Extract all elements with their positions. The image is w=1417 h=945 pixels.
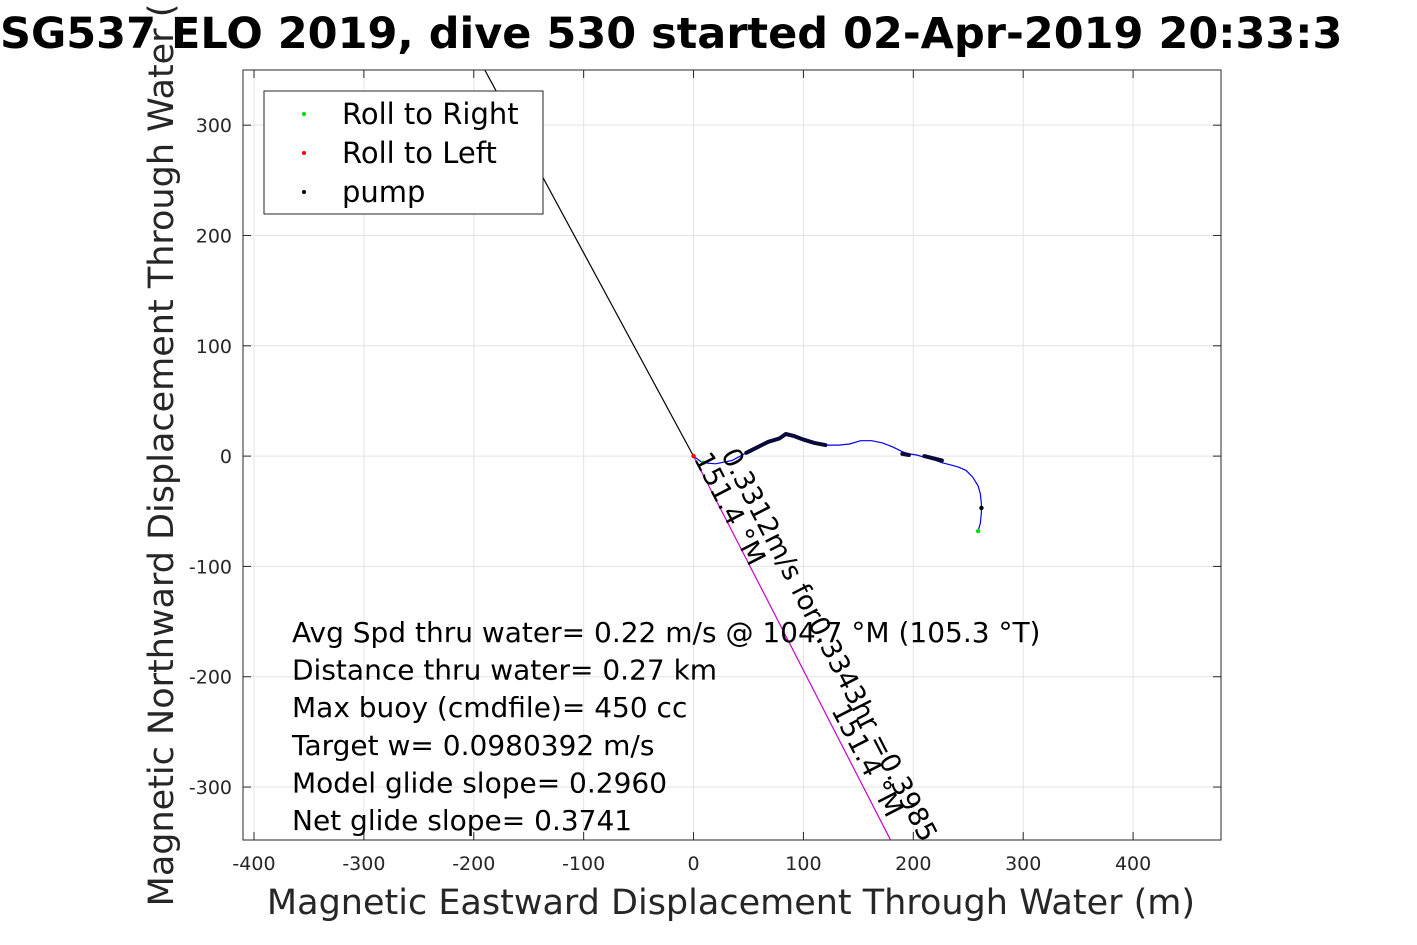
y-tick-label: 0 xyxy=(220,446,232,468)
y-tick-label: -300 xyxy=(189,777,232,799)
pump-segment xyxy=(900,451,911,457)
marker-point xyxy=(701,460,706,465)
x-axis-label: Magnetic Eastward Displacement Through W… xyxy=(267,883,1195,923)
pump-segment xyxy=(744,432,828,455)
stat-line: Distance thru water= 0.27 km xyxy=(292,654,717,687)
y-tick-label: 100 xyxy=(196,336,232,358)
x-tick-label: -200 xyxy=(452,853,495,875)
x-tick-label: 400 xyxy=(1115,853,1151,875)
pump-segment xyxy=(922,454,944,463)
stat-line: Target w= 0.0980392 m/s xyxy=(291,729,654,762)
x-tick-label: -100 xyxy=(562,853,605,875)
y-tick-label: -100 xyxy=(189,556,232,578)
legend-marker xyxy=(302,190,306,194)
stat-line: Avg Spd thru water= 0.22 m/s @ 104.7 °M … xyxy=(292,616,1040,649)
marker-point xyxy=(975,528,981,534)
legend-marker xyxy=(302,151,306,155)
ticks: -400 -300 -200 -100 0 100 200 300 400 -300 -200 -10… xyxy=(189,70,1221,875)
stat-line: Max buoy (cmdfile)= 450 cc xyxy=(292,691,687,724)
x-tick-label: -400 xyxy=(232,853,275,875)
x-tick-label: 300 xyxy=(1005,853,1041,875)
legend-label: pump xyxy=(342,175,425,209)
legend-marker xyxy=(302,112,306,116)
x-tick-label: -300 xyxy=(342,853,385,875)
x-tick-label: 0 xyxy=(687,853,699,875)
y-tick-label: 200 xyxy=(196,225,232,247)
y-axis-label: Magnetic Northward Displacement Through … xyxy=(142,4,182,907)
chart-title: SG537 ELO 2019, dive 530 started 02-Apr-… xyxy=(0,9,1342,59)
legend: Roll to Right Roll to Left pump xyxy=(263,90,544,215)
x-tick-label: 100 xyxy=(785,853,821,875)
marker-point xyxy=(979,505,984,511)
plot-frame xyxy=(242,69,1222,841)
stat-line: Net glide slope= 0.3741 xyxy=(292,804,632,837)
marker-point xyxy=(691,453,696,459)
current-vector-line xyxy=(692,455,892,840)
stat-line: Model glide slope= 0.2960 xyxy=(292,766,667,799)
stats-block: Avg Spd thru water= 0.22 m/s @ 104.7 °M … xyxy=(291,616,1040,837)
legend-label: Roll to Left xyxy=(342,136,497,170)
y-tick-label: -200 xyxy=(189,667,232,689)
legend-label: Roll to Right xyxy=(342,97,519,131)
x-tick-label: 200 xyxy=(895,853,931,875)
legend-box xyxy=(263,90,544,215)
y-tick-label: 300 xyxy=(196,115,232,137)
